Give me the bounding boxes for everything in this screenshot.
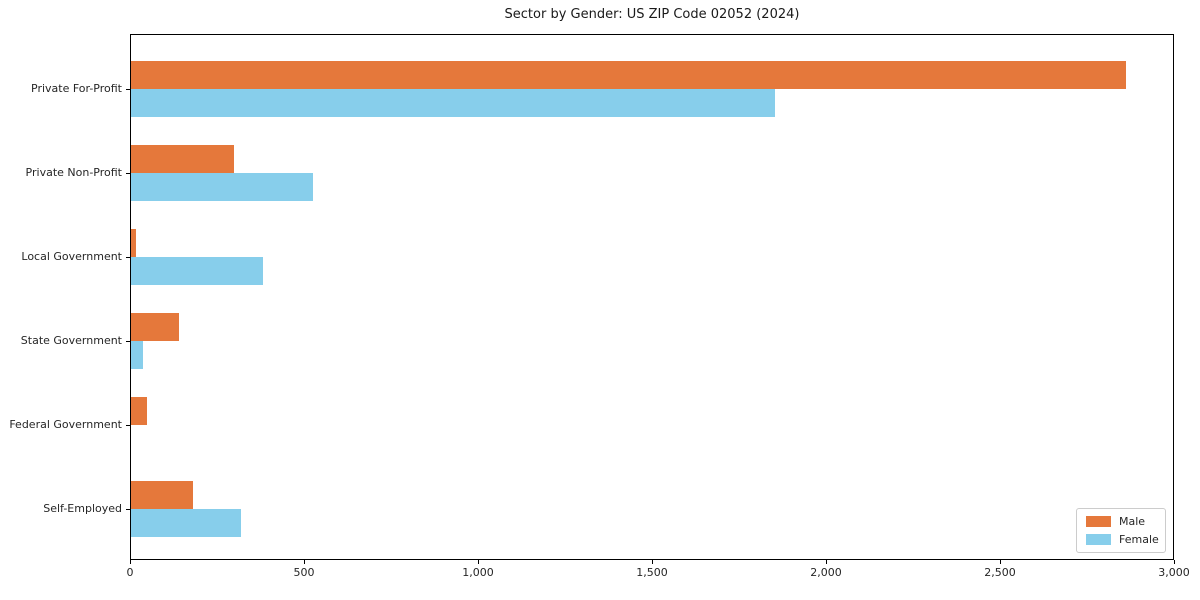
x-tick-label: 0 (126, 566, 134, 579)
legend-label-male: Male (1119, 515, 1146, 528)
x-tick-mark (130, 560, 131, 564)
y-tick-mark (126, 89, 130, 90)
y-tick-mark (126, 509, 130, 510)
y-category-label: Federal Government (9, 418, 122, 431)
x-tick-mark (304, 560, 305, 564)
x-tick-mark (478, 560, 479, 564)
x-tick-label: 1,500 (636, 566, 668, 579)
bar-male-0 (131, 61, 1126, 89)
x-tick-mark (652, 560, 653, 564)
bar-male-3 (131, 313, 179, 341)
x-tick-label: 2,000 (810, 566, 842, 579)
y-category-label: Self-Employed (43, 502, 122, 515)
y-tick-mark (126, 173, 130, 174)
bar-female-2 (131, 257, 263, 285)
bar-male-4 (131, 397, 147, 425)
chart-title: Sector by Gender: US ZIP Code 02052 (202… (504, 7, 800, 22)
y-category-label: State Government (20, 334, 122, 347)
legend-entry-female: Female (1086, 533, 1159, 546)
legend: Male Female (1076, 508, 1166, 553)
bar-female-3 (131, 341, 143, 369)
bar-male-1 (131, 145, 234, 173)
male-color-swatch (1086, 516, 1111, 527)
x-tick-label: 2,500 (984, 566, 1016, 579)
y-tick-mark (126, 425, 130, 426)
y-category-label: Private Non-Profit (25, 166, 122, 179)
y-tick-mark (126, 341, 130, 342)
bar-female-5 (131, 509, 241, 537)
female-color-swatch (1086, 534, 1111, 545)
bar-female-0 (131, 89, 775, 117)
plot-area (130, 34, 1174, 560)
x-tick-label: 500 (293, 566, 315, 579)
bar-female-1 (131, 173, 313, 201)
y-tick-mark (126, 257, 130, 258)
x-tick-mark (826, 560, 827, 564)
legend-label-female: Female (1119, 533, 1159, 546)
bar-male-5 (131, 481, 193, 509)
x-tick-label: 1,000 (462, 566, 494, 579)
y-category-label: Private For-Profit (31, 82, 122, 95)
x-tick-mark (1174, 560, 1175, 564)
legend-entry-male: Male (1086, 515, 1156, 528)
y-category-label: Local Government (21, 250, 122, 263)
x-tick-label: 3,000 (1158, 566, 1190, 579)
bar-male-2 (131, 229, 136, 257)
x-tick-mark (1000, 560, 1001, 564)
